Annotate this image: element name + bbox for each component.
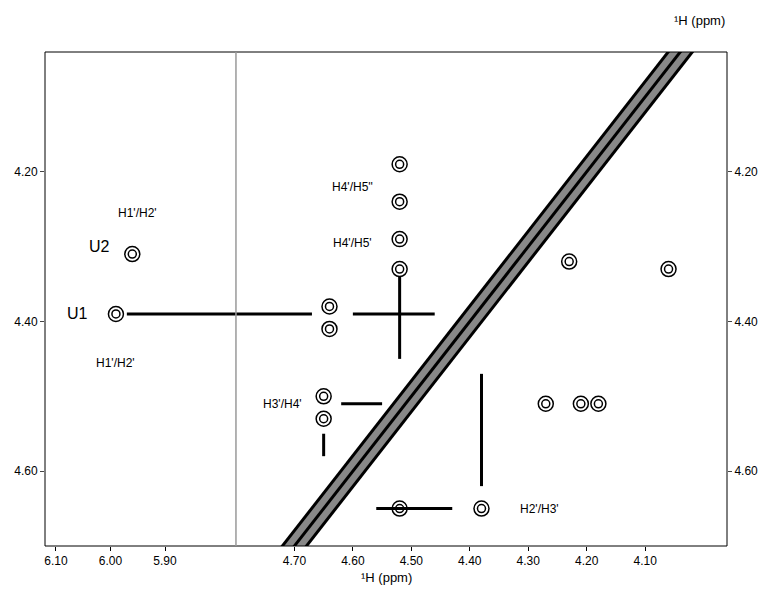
- svg-text:H2'/H3': H2'/H3': [520, 502, 559, 516]
- svg-text:H3'/H4': H3'/H4': [263, 397, 302, 411]
- svg-text:U1: U1: [67, 305, 88, 322]
- svg-text:4.20: 4.20: [575, 554, 599, 568]
- svg-text:4.30: 4.30: [517, 554, 541, 568]
- svg-text:4.10: 4.10: [633, 554, 657, 568]
- svg-text:H4'/H5': H4'/H5': [333, 236, 372, 250]
- svg-text:4.60: 4.60: [14, 464, 38, 478]
- svg-text:H4'/H5'': H4'/H5'': [332, 180, 373, 194]
- svg-text:¹H (ppm): ¹H (ppm): [361, 570, 412, 585]
- svg-text:5.90: 5.90: [153, 554, 177, 568]
- svg-text:4.60: 4.60: [341, 554, 365, 568]
- svg-text:4.20: 4.20: [734, 165, 758, 179]
- svg-text:H1'/H2': H1'/H2': [96, 356, 135, 370]
- svg-text:6.10: 6.10: [44, 554, 68, 568]
- svg-text:4.40: 4.40: [14, 315, 38, 329]
- svg-text:¹H (ppm): ¹H (ppm): [674, 13, 725, 28]
- svg-text:H1'/H2': H1'/H2': [118, 206, 157, 220]
- svg-text:4.70: 4.70: [283, 554, 307, 568]
- svg-text:4.50: 4.50: [400, 554, 424, 568]
- svg-text:4.40: 4.40: [458, 554, 482, 568]
- svg-text:4.20: 4.20: [14, 165, 38, 179]
- svg-text:6.00: 6.00: [99, 554, 123, 568]
- svg-text:4.60: 4.60: [734, 464, 758, 478]
- svg-text:4.40: 4.40: [734, 315, 758, 329]
- svg-text:U2: U2: [89, 238, 110, 255]
